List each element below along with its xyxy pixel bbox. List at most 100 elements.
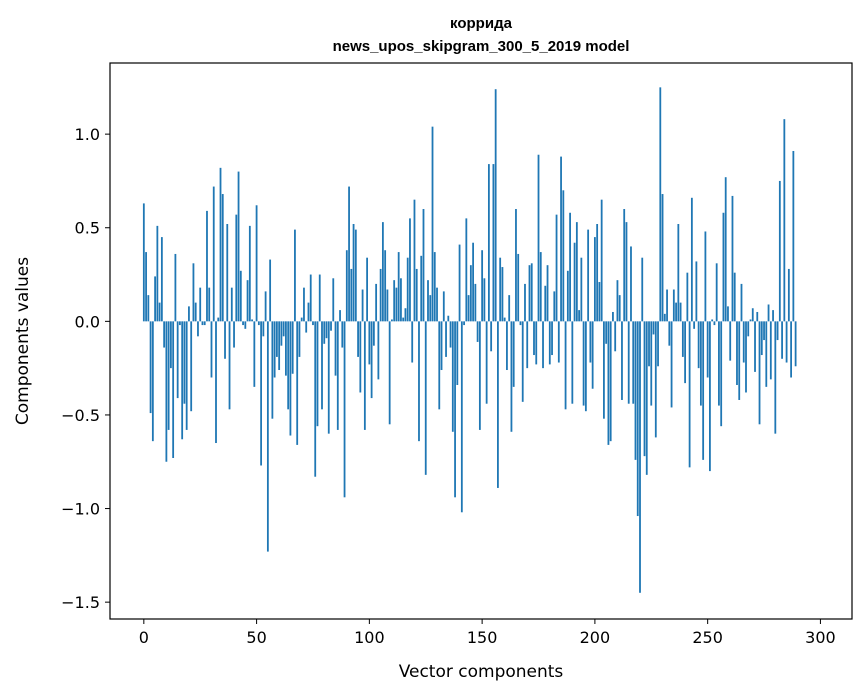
bar-50 — [255, 205, 258, 322]
bar-206 — [607, 321, 610, 445]
bar-67 — [294, 229, 296, 322]
x-axis-label: Vector components — [399, 662, 564, 682]
bar-45 — [244, 321, 247, 329]
bar-52 — [260, 321, 262, 466]
bar-247 — [699, 321, 702, 406]
bar-77 — [316, 321, 319, 427]
bar-111 — [393, 280, 396, 322]
bar-1 — [145, 252, 147, 322]
bar-139 — [456, 321, 459, 385]
bar-84 — [332, 278, 335, 322]
bar-120 — [413, 199, 416, 322]
bar-253 — [713, 321, 716, 326]
x-tick-label: 150 — [467, 628, 498, 647]
bar-28 — [206, 210, 208, 322]
bar-100 — [368, 321, 371, 365]
bar-177 — [542, 321, 544, 369]
bar-183 — [555, 214, 558, 322]
bar-153 — [487, 164, 490, 322]
y-axis: −1.5 −1.0 −0.5 0.0 0.5 1.0 — [61, 125, 110, 612]
bar-70 — [300, 317, 303, 322]
bar-72 — [305, 321, 308, 333]
bar-225 — [650, 321, 653, 406]
bar-146 — [472, 242, 474, 322]
bar-149 — [478, 321, 481, 430]
bar-242 — [688, 321, 691, 468]
bar-118 — [409, 218, 411, 322]
bar-243 — [690, 197, 693, 322]
bar-233 — [668, 321, 671, 346]
bar-214 — [625, 222, 628, 322]
bar-156 — [494, 89, 497, 322]
bar-122 — [418, 321, 420, 442]
y-tick-label: 0.5 — [75, 219, 100, 238]
bar-117 — [406, 257, 409, 322]
bar-187 — [564, 321, 567, 410]
bar-152 — [485, 321, 488, 404]
bar-137 — [451, 321, 454, 432]
bar-260 — [729, 321, 732, 361]
bar-237 — [677, 224, 680, 322]
bar-203 — [600, 199, 603, 322]
bar-135 — [447, 315, 450, 322]
bar-241 — [686, 272, 689, 322]
bar-165 — [515, 209, 517, 322]
bar-40 — [233, 321, 235, 348]
x-tick-label: 250 — [692, 628, 723, 647]
bar-127 — [429, 295, 432, 322]
bar-235 — [672, 289, 675, 322]
bar-65 — [289, 321, 292, 436]
bar-269 — [749, 319, 752, 322]
bar-79 — [321, 321, 323, 410]
bar-223 — [645, 321, 648, 475]
bar-147 — [474, 283, 477, 322]
bar-198 — [589, 321, 592, 363]
bar-231 — [663, 313, 666, 322]
bar-178 — [544, 285, 547, 322]
bar-0 — [142, 203, 145, 322]
bar-24 — [197, 321, 199, 337]
bar-196 — [584, 321, 587, 412]
bar-102 — [372, 321, 375, 346]
bar-288 — [792, 150, 795, 322]
x-tick-label: 50 — [246, 628, 266, 647]
bar-192 — [575, 222, 578, 322]
bar-78 — [318, 274, 321, 322]
bar-87 — [339, 310, 341, 322]
bar-251 — [709, 321, 711, 472]
bar-105 — [379, 268, 382, 322]
bar-83 — [330, 321, 332, 331]
bar-39 — [230, 287, 233, 322]
bar-10 — [165, 321, 168, 462]
bar-18 — [183, 321, 186, 404]
bar-48 — [251, 319, 253, 322]
bar-229 — [659, 87, 662, 322]
bar-128 — [431, 126, 434, 322]
chart-title: коррида — [450, 15, 513, 32]
bar-239 — [681, 321, 684, 357]
bar-245 — [695, 261, 698, 322]
bar-155 — [492, 164, 495, 322]
bar-282 — [778, 180, 781, 322]
bar-167 — [519, 321, 522, 326]
bar-43 — [239, 270, 242, 322]
bar-38 — [228, 321, 231, 410]
bar-218 — [634, 321, 637, 460]
bar-162 — [508, 295, 511, 322]
y-axis-label: Components values — [13, 257, 33, 425]
bar-279 — [772, 310, 774, 322]
bar-54 — [264, 291, 267, 322]
bar-224 — [648, 321, 650, 367]
bar-112 — [395, 287, 398, 322]
bar-47 — [248, 225, 251, 322]
bar-238 — [679, 302, 682, 322]
bar-199 — [591, 321, 594, 389]
bar-130 — [436, 287, 438, 322]
y-tick-label: −1.0 — [61, 500, 100, 519]
bar-140 — [458, 244, 461, 322]
bar-246 — [697, 321, 700, 369]
bar-286 — [787, 268, 790, 322]
bar-series — [142, 87, 797, 593]
bar-267 — [745, 321, 747, 393]
bar-176 — [539, 252, 542, 322]
